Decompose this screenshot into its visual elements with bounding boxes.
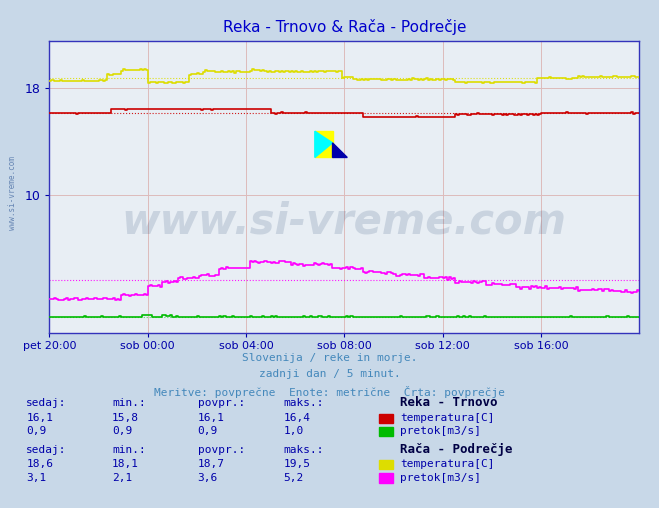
Text: temperatura[C]: temperatura[C] <box>400 412 494 423</box>
Text: sedaj:: sedaj: <box>26 445 67 455</box>
Title: Reka - Trnovo & Rača - Podrečje: Reka - Trnovo & Rača - Podrečje <box>223 19 466 36</box>
Text: Meritve: povprečne  Enote: metrične  Črta: povprečje: Meritve: povprečne Enote: metrične Črta:… <box>154 386 505 398</box>
Text: 18,7: 18,7 <box>198 459 225 469</box>
Text: temperatura[C]: temperatura[C] <box>400 459 494 469</box>
Text: sedaj:: sedaj: <box>26 398 67 408</box>
Text: povpr.:: povpr.: <box>198 445 245 455</box>
Text: 16,1: 16,1 <box>198 412 225 423</box>
Text: 2,1: 2,1 <box>112 472 132 483</box>
Text: 15,8: 15,8 <box>112 412 139 423</box>
Text: pretok[m3/s]: pretok[m3/s] <box>400 426 481 436</box>
Text: pretok[m3/s]: pretok[m3/s] <box>400 472 481 483</box>
Text: maks.:: maks.: <box>283 445 324 455</box>
Text: min.:: min.: <box>112 445 146 455</box>
Text: 16,1: 16,1 <box>26 412 53 423</box>
Text: 3,1: 3,1 <box>26 472 47 483</box>
Text: 16,4: 16,4 <box>283 412 310 423</box>
Text: 18,1: 18,1 <box>112 459 139 469</box>
Text: maks.:: maks.: <box>283 398 324 408</box>
Text: Reka - Trnovo: Reka - Trnovo <box>400 396 498 409</box>
Text: 19,5: 19,5 <box>283 459 310 469</box>
Text: 1,0: 1,0 <box>283 426 304 436</box>
Text: Rača - Podrečje: Rača - Podrečje <box>400 443 513 456</box>
Text: www.si-vreme.com: www.si-vreme.com <box>8 156 17 230</box>
Polygon shape <box>315 131 333 157</box>
Polygon shape <box>315 131 333 157</box>
Polygon shape <box>333 143 347 157</box>
Text: www.si-vreme.com: www.si-vreme.com <box>122 201 567 243</box>
Text: 0,9: 0,9 <box>198 426 218 436</box>
Text: 5,2: 5,2 <box>283 472 304 483</box>
Text: 3,6: 3,6 <box>198 472 218 483</box>
Text: 18,6: 18,6 <box>26 459 53 469</box>
Text: Slovenija / reke in morje.: Slovenija / reke in morje. <box>242 353 417 363</box>
Text: povpr.:: povpr.: <box>198 398 245 408</box>
Text: zadnji dan / 5 minut.: zadnji dan / 5 minut. <box>258 369 401 379</box>
Text: min.:: min.: <box>112 398 146 408</box>
Text: 0,9: 0,9 <box>26 426 47 436</box>
Text: 0,9: 0,9 <box>112 426 132 436</box>
